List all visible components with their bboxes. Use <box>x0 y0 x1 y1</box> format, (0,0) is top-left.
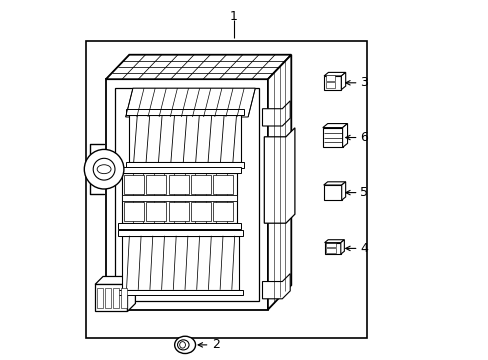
Polygon shape <box>123 202 144 221</box>
Polygon shape <box>121 288 127 308</box>
Polygon shape <box>95 284 127 311</box>
Circle shape <box>93 158 115 180</box>
Polygon shape <box>325 76 334 81</box>
Polygon shape <box>115 88 258 301</box>
Polygon shape <box>168 175 188 194</box>
Polygon shape <box>325 248 335 253</box>
Polygon shape <box>340 240 344 254</box>
Ellipse shape <box>174 336 195 354</box>
Ellipse shape <box>97 165 111 174</box>
Polygon shape <box>342 123 347 148</box>
Polygon shape <box>190 175 211 194</box>
Polygon shape <box>125 109 244 115</box>
Polygon shape <box>118 167 241 173</box>
Polygon shape <box>122 173 237 223</box>
Polygon shape <box>324 243 340 254</box>
Polygon shape <box>168 202 188 221</box>
Polygon shape <box>341 182 345 200</box>
Text: 5: 5 <box>360 186 367 199</box>
Text: 4: 4 <box>360 242 367 255</box>
Polygon shape <box>264 128 294 223</box>
Polygon shape <box>190 202 211 221</box>
Text: 1: 1 <box>229 10 237 23</box>
Polygon shape <box>322 128 342 148</box>
Text: 6: 6 <box>360 131 367 144</box>
Polygon shape <box>122 236 239 290</box>
Polygon shape <box>118 290 242 295</box>
Polygon shape <box>323 182 345 185</box>
Ellipse shape <box>179 342 185 348</box>
Polygon shape <box>213 175 233 194</box>
Polygon shape <box>267 55 291 310</box>
Polygon shape <box>324 72 345 76</box>
Polygon shape <box>105 288 111 308</box>
Polygon shape <box>118 230 242 236</box>
Polygon shape <box>323 185 341 200</box>
Polygon shape <box>322 123 347 128</box>
Text: 3: 3 <box>360 76 367 89</box>
Polygon shape <box>325 82 334 88</box>
Polygon shape <box>97 288 103 308</box>
Text: 2: 2 <box>211 338 219 351</box>
Polygon shape <box>129 115 241 162</box>
Polygon shape <box>122 195 237 201</box>
Polygon shape <box>106 79 267 310</box>
Polygon shape <box>146 202 166 221</box>
Polygon shape <box>213 202 233 221</box>
Polygon shape <box>125 88 255 117</box>
Bar <box>86 41 366 338</box>
Polygon shape <box>127 276 135 311</box>
Polygon shape <box>125 162 244 168</box>
Polygon shape <box>262 274 289 299</box>
Polygon shape <box>324 76 341 90</box>
Polygon shape <box>146 175 166 194</box>
Polygon shape <box>324 240 344 243</box>
Polygon shape <box>123 175 144 194</box>
Circle shape <box>84 149 123 189</box>
Polygon shape <box>325 243 335 247</box>
Ellipse shape <box>177 340 189 350</box>
Polygon shape <box>341 72 345 90</box>
Polygon shape <box>262 101 289 126</box>
Polygon shape <box>118 223 241 229</box>
Polygon shape <box>113 288 119 308</box>
Polygon shape <box>95 276 135 284</box>
Polygon shape <box>106 55 291 79</box>
